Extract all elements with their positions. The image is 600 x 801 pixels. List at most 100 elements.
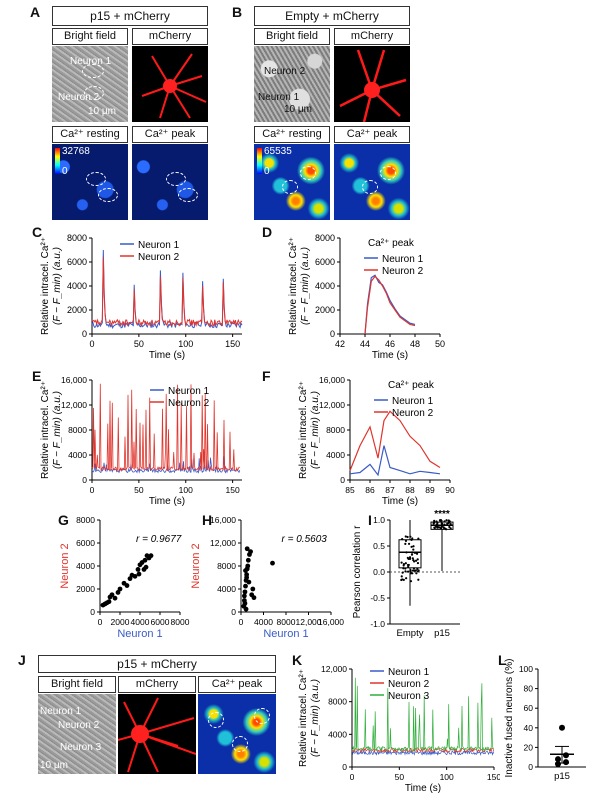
panel-b-mcherry-label: mCherry — [334, 28, 410, 45]
panel-b-brightfield-image: Neuron 2 Neuron 1 10 μm — [254, 46, 330, 122]
scatter-point — [117, 586, 123, 592]
neuron-fluorescence — [118, 697, 196, 773]
neuron2-label: Neuron 2 — [264, 66, 306, 77]
legend-label: Neuron 3 — [388, 691, 430, 702]
x-tick-label: 8000 — [277, 617, 296, 627]
panel-label-d: D — [262, 224, 273, 240]
neuron1-label: Neuron 1 — [258, 92, 300, 103]
x-tick-label: 0 — [239, 617, 244, 627]
y-tick-label: 12,000 — [319, 400, 345, 410]
y-axis-label: (F − F_min) (a.u.) — [310, 679, 321, 757]
x-tick-label: 50 — [134, 485, 144, 495]
box-point — [448, 520, 451, 523]
x-tick-label: 89 — [425, 485, 435, 495]
box-point — [443, 523, 446, 526]
x-tick-label: 0 — [90, 485, 95, 495]
y-tick-label: 0 — [82, 329, 87, 339]
colorbar — [257, 148, 262, 174]
box-point — [408, 556, 412, 559]
scatter-point — [243, 568, 248, 573]
y-tick-label: 8000 — [315, 233, 335, 243]
panel-j-ca-peak-image — [198, 694, 276, 774]
colorbar-min: 0 — [62, 166, 68, 177]
x-tick-label: 86 — [365, 485, 375, 495]
y-tick-label: 8000 — [328, 697, 347, 707]
scatter-point — [243, 606, 249, 612]
y-axis-label-group: Relative intracel. Ca²⁺ (F − F_min) (a.u.… — [298, 381, 321, 479]
panel-b-mcherry-image — [334, 46, 410, 122]
box-point — [405, 577, 408, 580]
y-tick-label: 16,000 — [61, 375, 87, 385]
scatter-point — [142, 557, 148, 563]
neuron2-label: Neuron 2 — [58, 720, 100, 731]
box-point — [407, 557, 410, 561]
y-axis-label: (F − F_min) (a.u.) — [300, 247, 311, 325]
scatter-point — [242, 589, 248, 595]
panel-a-ca-peak-image — [132, 144, 208, 220]
x-tick-label: 100 — [178, 339, 193, 349]
data-point — [563, 759, 569, 766]
legend-label: Neuron 1 — [138, 240, 180, 251]
x-tick-label: 0 — [350, 772, 355, 782]
scale-bar-label: 10 μm — [88, 106, 116, 117]
panel-b-brightfield-label: Bright field — [254, 28, 330, 45]
y-tick-label: 8000 — [68, 425, 87, 435]
colorbar — [55, 148, 60, 174]
panel-a-mcherry-label: mCherry — [132, 28, 208, 45]
box-point — [409, 535, 412, 538]
y-tick-label: 60 — [524, 703, 534, 713]
y-axis-label: Relative intracel. Ca²⁺ — [298, 381, 309, 479]
legend-label: Neuron 2 — [388, 679, 430, 690]
colorbar-max: 65535 — [264, 146, 292, 157]
x-tick-label: 100 — [440, 772, 454, 782]
y-tick-label: 100 — [519, 664, 533, 674]
panel-j-header: p15 + mCherry — [38, 655, 276, 673]
neuron2-outline — [178, 188, 198, 202]
series-line-1 — [91, 456, 241, 474]
x-tick-label: 42 — [335, 339, 345, 349]
panel-label-l: L — [498, 652, 507, 668]
y-tick-label: 8000 — [326, 425, 345, 435]
box-point — [440, 525, 443, 528]
box-point — [406, 535, 409, 539]
y-tick-label: -0.5 — [370, 593, 385, 603]
series-line-1 — [351, 749, 495, 757]
x-tick-label: 8000 — [171, 617, 190, 627]
x-axis-label: Neuron 1 — [117, 628, 162, 640]
y-axis-label: (F − F_min) (a.u.) — [310, 391, 321, 469]
y-tick-label: 0.0 — [373, 567, 385, 577]
box-point — [412, 548, 415, 551]
box-point — [416, 570, 419, 573]
panel-label-g: G — [58, 512, 69, 528]
x-axis-label: Time (s) — [405, 783, 441, 794]
box-point — [404, 535, 407, 538]
box-point — [400, 561, 403, 564]
y-axis-label: Pearson correlation r — [352, 525, 363, 618]
box-point — [409, 580, 413, 583]
box-point — [400, 575, 403, 578]
chart-i: -1.0 -0.5 0.0 0.5 1.0 Empty p15 **** Pearson cor… — [352, 509, 460, 639]
box-point — [435, 523, 439, 526]
neuron1-outline — [282, 180, 298, 194]
x-axis-label: Neuron 1 — [263, 628, 308, 640]
box-point — [413, 560, 416, 563]
scatter-point — [248, 549, 253, 555]
scale-bar-label: 10 μm — [284, 104, 312, 115]
box-point — [449, 527, 452, 530]
panel-label-e: E — [32, 368, 42, 384]
box-point — [438, 519, 442, 522]
legend-label: Neuron 2 — [392, 408, 434, 419]
box-point — [411, 551, 414, 554]
y-tick-label: 8000 — [217, 561, 236, 571]
chart-l: 0 20 40 60 80 100 p15 Inactive fused neurons (%… — [504, 659, 586, 782]
scatter-point — [246, 579, 252, 585]
neuron1-outline — [362, 180, 378, 194]
neuron1-label: Neuron 1 — [40, 706, 82, 717]
colorbar-min: 0 — [264, 166, 270, 177]
box-point — [401, 538, 404, 541]
y-tick-label: -1.0 — [370, 619, 385, 629]
series-line-2 — [91, 383, 240, 472]
y-tick-label: 0 — [82, 475, 87, 485]
